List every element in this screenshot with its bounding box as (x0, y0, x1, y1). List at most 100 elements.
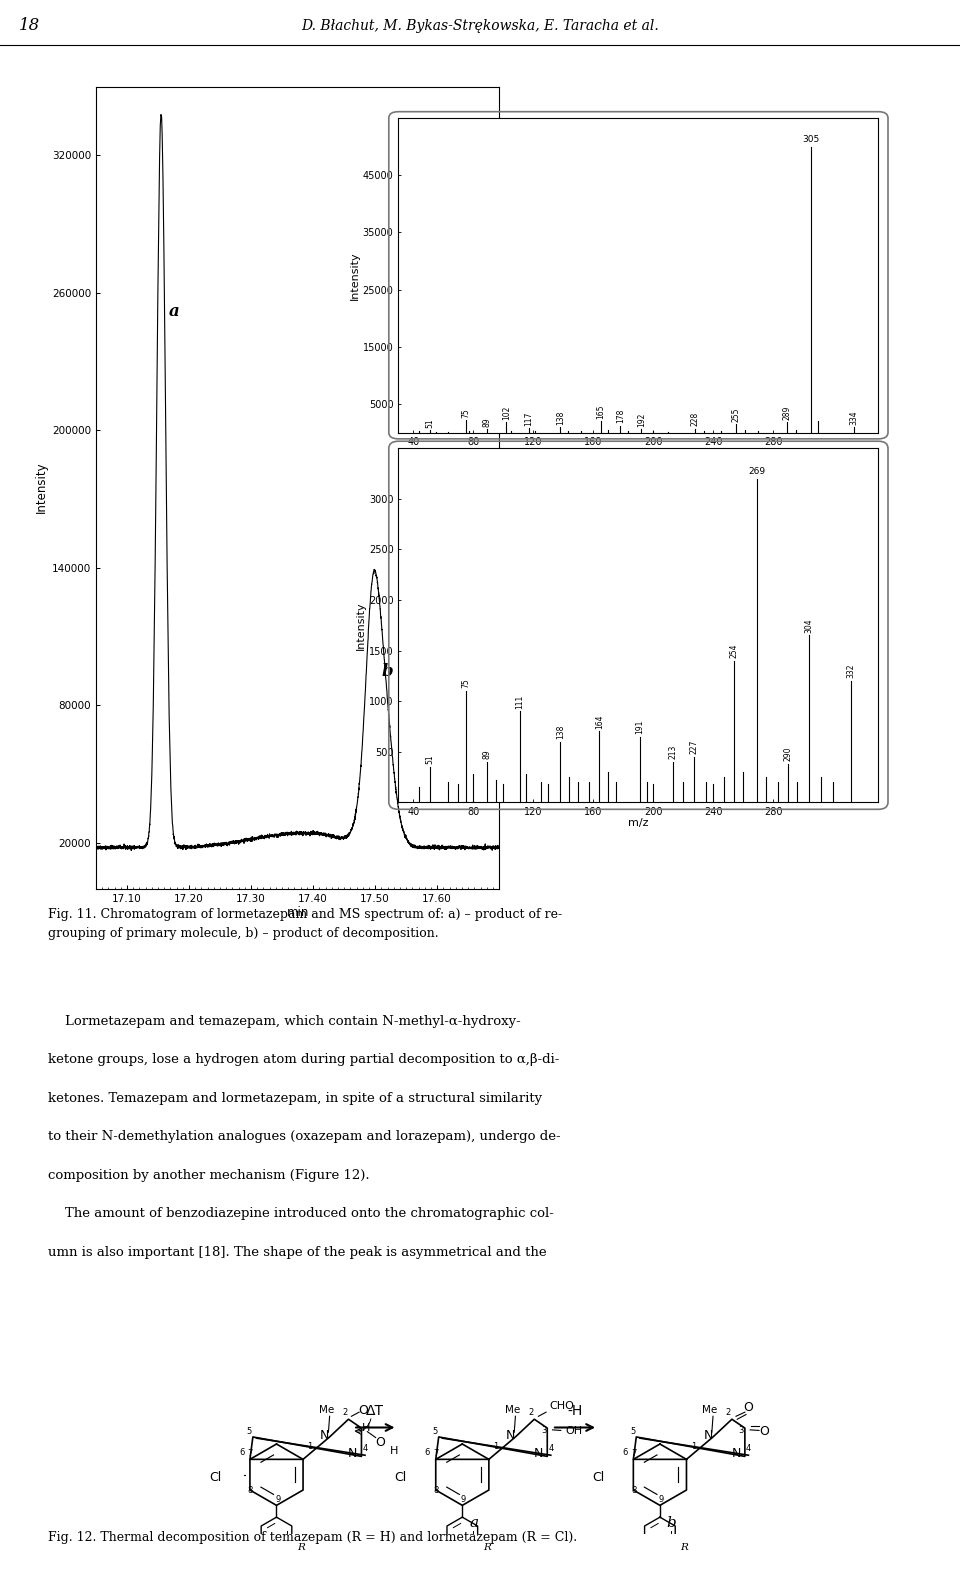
Text: 5: 5 (630, 1427, 636, 1436)
Text: 117: 117 (524, 411, 534, 426)
Text: 7: 7 (631, 1449, 636, 1458)
Text: 228: 228 (691, 412, 700, 426)
Text: O: O (743, 1402, 754, 1414)
Text: 1: 1 (691, 1442, 696, 1450)
Text: 138: 138 (556, 411, 564, 425)
Text: 111: 111 (516, 694, 524, 709)
Text: Me: Me (505, 1405, 520, 1416)
Text: 9: 9 (461, 1494, 467, 1504)
Text: OH: OH (565, 1427, 582, 1436)
Text: Cl: Cl (208, 1471, 221, 1485)
Text: Fig. 11. Chromatogram of lormetazepam and MS spectrum of: a) – product of re-
gr: Fig. 11. Chromatogram of lormetazepam an… (48, 908, 563, 939)
Text: ΔT: ΔT (366, 1403, 384, 1417)
Text: 89: 89 (482, 750, 492, 760)
Text: 2: 2 (726, 1408, 731, 1417)
Text: H: H (362, 1424, 371, 1433)
Text: 334: 334 (850, 411, 859, 425)
Text: ketones. Temazepam and lormetazepam, in spite of a structural similarity: ketones. Temazepam and lormetazepam, in … (48, 1092, 542, 1104)
Text: 332: 332 (847, 664, 856, 678)
Text: a: a (469, 1516, 479, 1529)
Text: R: R (298, 1543, 305, 1551)
Text: 227: 227 (689, 739, 699, 753)
Text: 165: 165 (596, 404, 606, 418)
Text: 8: 8 (248, 1486, 253, 1494)
Text: The amount of benzodiazepine introduced onto the chromatographic col-: The amount of benzodiazepine introduced … (48, 1206, 554, 1221)
Text: 6: 6 (239, 1447, 245, 1457)
Text: 213: 213 (668, 746, 678, 760)
Text: N: N (348, 1447, 357, 1460)
Text: 1: 1 (307, 1442, 313, 1450)
Text: ketone groups, lose a hydrogen atom during partial decomposition to α,β-di-: ketone groups, lose a hydrogen atom duri… (48, 1052, 560, 1066)
Text: 5: 5 (433, 1427, 438, 1436)
Text: 9: 9 (659, 1494, 663, 1504)
Text: 289: 289 (782, 406, 791, 420)
Y-axis label: Intensity: Intensity (35, 462, 48, 513)
FancyBboxPatch shape (52, 38, 947, 930)
Text: 5: 5 (247, 1427, 252, 1436)
Text: 4: 4 (362, 1444, 368, 1452)
Text: 290: 290 (784, 747, 793, 761)
Text: 3: 3 (541, 1425, 546, 1435)
Text: 6: 6 (424, 1447, 430, 1457)
Text: 305: 305 (803, 135, 820, 143)
Text: N: N (704, 1430, 713, 1442)
Text: Cl: Cl (395, 1471, 407, 1485)
Text: 75: 75 (462, 678, 470, 689)
Text: 7: 7 (248, 1449, 253, 1458)
Text: 51: 51 (425, 755, 434, 764)
Text: composition by another mechanism (Figure 12).: composition by another mechanism (Figure… (48, 1169, 370, 1181)
Text: O: O (358, 1403, 369, 1417)
Text: b: b (667, 1516, 677, 1529)
Text: 3: 3 (355, 1425, 361, 1435)
Text: 2: 2 (528, 1408, 534, 1417)
Text: to their N-demethylation analogues (oxazepam and lorazepam), undergo de-: to their N-demethylation analogues (oxaz… (48, 1129, 561, 1144)
Text: 3: 3 (738, 1425, 744, 1435)
Text: N: N (534, 1447, 543, 1460)
Text: 7: 7 (434, 1449, 439, 1458)
Text: O: O (375, 1436, 385, 1449)
X-axis label: m/z: m/z (628, 818, 649, 829)
Text: 89: 89 (482, 417, 492, 426)
Text: 18: 18 (19, 17, 40, 35)
Text: a: a (169, 302, 180, 319)
Text: 4: 4 (746, 1444, 751, 1452)
Text: 304: 304 (804, 618, 814, 632)
Text: 269: 269 (749, 467, 765, 475)
Text: N: N (506, 1430, 516, 1442)
Text: 4: 4 (548, 1444, 553, 1452)
Text: 9: 9 (276, 1494, 280, 1504)
Text: 164: 164 (595, 714, 604, 728)
Text: 255: 255 (732, 407, 740, 422)
Y-axis label: Intensity: Intensity (349, 252, 360, 299)
Text: Lormetazepam and temazepam, which contain N-methyl-α-hydroxy-: Lormetazepam and temazepam, which contai… (48, 1015, 520, 1027)
Text: D. Błachut, M. Bykas-Strękowska, E. Taracha et al.: D. Błachut, M. Bykas-Strękowska, E. Tara… (301, 19, 659, 33)
Text: 51: 51 (425, 418, 434, 428)
Text: R: R (681, 1543, 688, 1551)
Y-axis label: Intensity: Intensity (356, 601, 366, 650)
Text: 138: 138 (556, 725, 564, 739)
Text: CHO: CHO (549, 1402, 574, 1411)
Text: -H: -H (567, 1403, 583, 1417)
Text: 102: 102 (502, 406, 511, 420)
Text: Me: Me (703, 1405, 718, 1416)
Text: N: N (732, 1447, 741, 1460)
Text: 2: 2 (343, 1408, 348, 1417)
Text: Me: Me (319, 1405, 334, 1416)
Text: R: R (483, 1543, 491, 1551)
Text: 8: 8 (434, 1486, 439, 1494)
Text: 75: 75 (462, 407, 470, 418)
Text: O: O (758, 1425, 769, 1438)
Text: N: N (321, 1430, 329, 1442)
X-axis label: m/z: m/z (628, 448, 649, 459)
Text: 254: 254 (730, 643, 739, 658)
Text: 6: 6 (622, 1447, 628, 1457)
Text: umn is also important [18]. The shape of the peak is asymmetrical and the: umn is also important [18]. The shape of… (48, 1246, 546, 1258)
FancyBboxPatch shape (180, 1293, 780, 1538)
Text: 1: 1 (493, 1442, 498, 1450)
Text: H: H (390, 1446, 398, 1455)
Text: 8: 8 (631, 1486, 636, 1494)
Text: b: b (381, 662, 393, 680)
Text: Cl: Cl (592, 1471, 605, 1485)
Text: 191: 191 (636, 719, 644, 735)
Text: Fig. 12. Thermal decomposition of temazepam (R = H) and lormetazepam (R = Cl).: Fig. 12. Thermal decomposition of temaze… (48, 1531, 577, 1543)
